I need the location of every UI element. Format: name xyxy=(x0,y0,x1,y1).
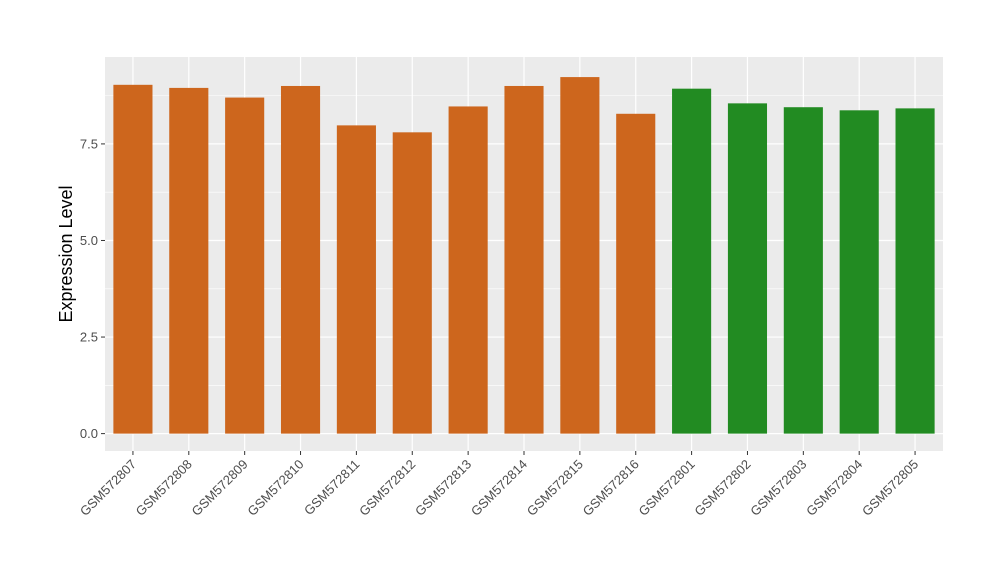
bar-GSM572804 xyxy=(839,110,879,434)
x-tick-label: GSM572815 xyxy=(524,457,586,519)
bar-GSM572807 xyxy=(113,84,153,434)
bar-GSM572801 xyxy=(672,88,712,434)
y-tick-label: 5.0 xyxy=(80,233,98,248)
x-tick-label: GSM572813 xyxy=(412,457,474,519)
y-tick-label: 0.0 xyxy=(80,426,98,441)
x-tick-label: GSM572805 xyxy=(859,457,921,519)
bar-GSM572816 xyxy=(616,113,656,434)
bars xyxy=(113,77,935,434)
x-tick-label: GSM572812 xyxy=(356,457,418,519)
bar-GSM572815 xyxy=(560,77,600,434)
x-tick-label: GSM572809 xyxy=(189,457,251,519)
y-tick-label: 2.5 xyxy=(80,330,98,345)
bar-GSM572809 xyxy=(225,97,265,434)
x-tick-label: GSM572807 xyxy=(77,457,139,519)
bar-GSM572808 xyxy=(169,87,209,434)
bar-GSM572814 xyxy=(504,85,544,434)
bar-GSM572812 xyxy=(392,132,432,434)
bar-GSM572805 xyxy=(895,108,935,434)
y-axis: 0.0 2.5 5.0 7.5 xyxy=(80,136,105,441)
x-tick-label: GSM572808 xyxy=(133,457,195,519)
bar-GSM572803 xyxy=(783,107,823,434)
bar-GSM572811 xyxy=(336,125,376,434)
x-tick-label: GSM572811 xyxy=(301,457,363,519)
y-axis-title: Expression Level xyxy=(56,185,76,322)
x-tick-label: GSM572814 xyxy=(468,457,530,519)
bar-GSM572813 xyxy=(448,106,488,434)
bar-GSM572810 xyxy=(280,85,321,434)
x-tick-label: GSM572810 xyxy=(244,457,306,519)
x-tick-label: GSM572803 xyxy=(747,457,809,519)
x-tick-label: GSM572804 xyxy=(803,457,865,519)
x-tick-label: GSM572802 xyxy=(691,457,753,519)
bar-GSM572802 xyxy=(727,103,768,434)
x-tick-label: GSM572816 xyxy=(580,457,642,519)
x-axis: GSM572807GSM572808GSM572809GSM572810GSM5… xyxy=(77,451,921,519)
y-tick-label: 7.5 xyxy=(80,136,98,151)
x-tick-label: GSM572801 xyxy=(635,457,697,519)
